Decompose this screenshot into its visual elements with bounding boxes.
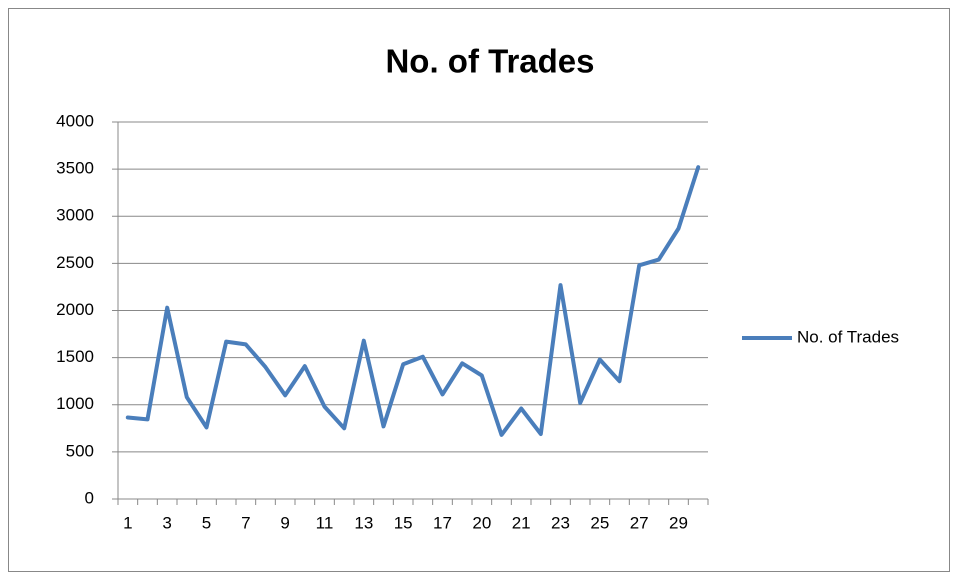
x-tick-label: 5 (202, 513, 211, 532)
x-tick-label: 23 (551, 513, 570, 532)
x-tick-label: 20 (472, 513, 491, 532)
y-tick-label: 2500 (56, 253, 94, 272)
y-tick-label: 0 (85, 488, 94, 507)
x-tick-label: 13 (354, 513, 373, 532)
y-tick-label: 3500 (56, 159, 94, 178)
y-tick-label: 500 (66, 441, 94, 460)
x-tick-label: 11 (316, 513, 334, 532)
x-tick-label: 29 (669, 513, 688, 532)
y-tick-label: 1500 (56, 347, 94, 366)
x-tick-label: 17 (433, 513, 452, 532)
chart-frame (8, 8, 950, 572)
y-tick-label: 3000 (56, 206, 94, 225)
legend-label: No. of Trades (797, 327, 899, 346)
y-tick-label: 2000 (56, 300, 94, 319)
x-tick-label: 1 (123, 513, 132, 532)
chart-title: No. of Trades (385, 43, 594, 80)
y-tick-label: 4000 (56, 111, 94, 130)
x-tick-label: 21 (512, 513, 531, 532)
x-tick-label: 7 (241, 513, 250, 532)
x-tick-label: 9 (280, 513, 289, 532)
data-line (125, 165, 701, 437)
x-tick-label: 27 (630, 513, 649, 532)
x-tick-label: 25 (590, 513, 609, 532)
y-tick-label: 1000 (56, 394, 94, 413)
x-tick-label: 15 (394, 513, 413, 532)
x-tick-label: 3 (162, 513, 171, 532)
